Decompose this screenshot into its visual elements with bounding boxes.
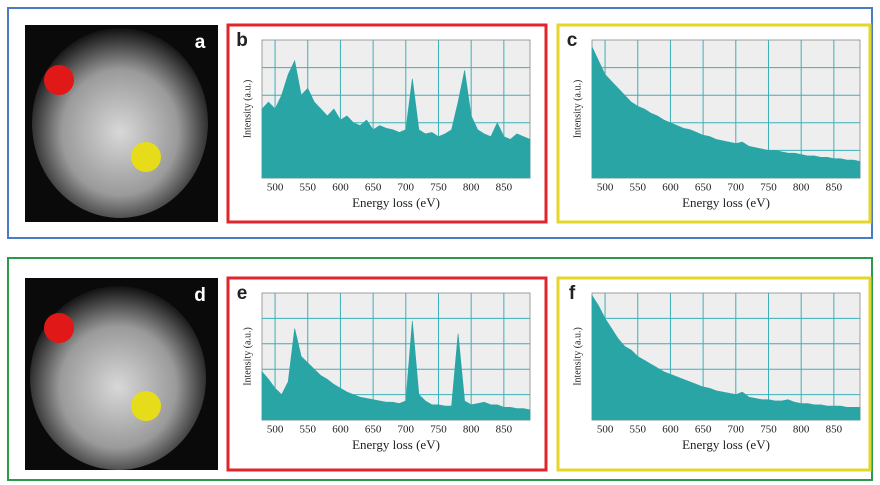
x-tick-label: 550 bbox=[300, 182, 317, 194]
x-tick-label: 850 bbox=[496, 182, 513, 194]
x-tick-label: 650 bbox=[365, 424, 382, 436]
spectrum bbox=[591, 46, 861, 179]
x-tick-label: 550 bbox=[300, 424, 317, 436]
spectrum bbox=[261, 59, 531, 179]
x-tick-label: 850 bbox=[496, 424, 513, 436]
x-tick-label: 600 bbox=[662, 424, 679, 436]
panel-label: b bbox=[236, 30, 248, 51]
x-tick-label: 750 bbox=[760, 424, 777, 436]
panel-label: d bbox=[194, 285, 206, 306]
x-tick-label: 700 bbox=[728, 182, 745, 194]
panel-label: c bbox=[567, 30, 578, 51]
x-tick-label: 500 bbox=[597, 182, 614, 194]
x-tick-label: 550 bbox=[630, 424, 647, 436]
y-axis-title: Intensity (a.u.) bbox=[242, 80, 253, 139]
spectrum bbox=[591, 294, 861, 421]
x-tick-label: 700 bbox=[398, 424, 415, 436]
x-tick-label: 500 bbox=[267, 424, 284, 436]
micrograph: d bbox=[25, 278, 218, 470]
x-tick-label: 650 bbox=[365, 182, 382, 194]
x-tick-label: 800 bbox=[793, 424, 810, 436]
x-tick-label: 700 bbox=[398, 182, 415, 194]
x-tick-label: 650 bbox=[695, 424, 712, 436]
panel-label: a bbox=[195, 32, 206, 53]
x-axis-title: Energy loss (eV) bbox=[682, 195, 770, 210]
x-tick-label: 750 bbox=[760, 182, 777, 194]
group-frame bbox=[7, 257, 873, 481]
x-tick-label: 600 bbox=[332, 424, 349, 436]
x-tick-label: 600 bbox=[332, 182, 349, 194]
panel-label: e bbox=[237, 283, 248, 304]
x-tick-label: 500 bbox=[597, 424, 614, 436]
x-tick-label: 750 bbox=[430, 182, 447, 194]
x-tick-label: 850 bbox=[826, 424, 843, 436]
x-axis-title: Energy loss (eV) bbox=[682, 437, 770, 452]
group-frame bbox=[7, 7, 873, 239]
x-tick-label: 800 bbox=[793, 182, 810, 194]
x-tick-label: 700 bbox=[728, 424, 745, 436]
x-tick-label: 550 bbox=[630, 182, 647, 194]
y-axis-title: Intensity (a.u.) bbox=[572, 80, 583, 139]
x-axis-title: Energy loss (eV) bbox=[352, 195, 440, 210]
x-tick-label: 800 bbox=[463, 424, 480, 436]
micrograph: a bbox=[25, 25, 218, 222]
x-tick-label: 850 bbox=[826, 182, 843, 194]
panel-label: f bbox=[569, 283, 576, 304]
x-tick-label: 500 bbox=[267, 182, 284, 194]
x-tick-label: 650 bbox=[695, 182, 712, 194]
x-tick-label: 800 bbox=[463, 182, 480, 194]
spectrum bbox=[261, 320, 531, 421]
x-tick-label: 750 bbox=[430, 424, 447, 436]
y-axis-title: Intensity (a.u.) bbox=[242, 327, 253, 386]
x-tick-label: 600 bbox=[662, 182, 679, 194]
x-axis-title: Energy loss (eV) bbox=[352, 437, 440, 452]
y-axis-title: Intensity (a.u.) bbox=[572, 327, 583, 386]
